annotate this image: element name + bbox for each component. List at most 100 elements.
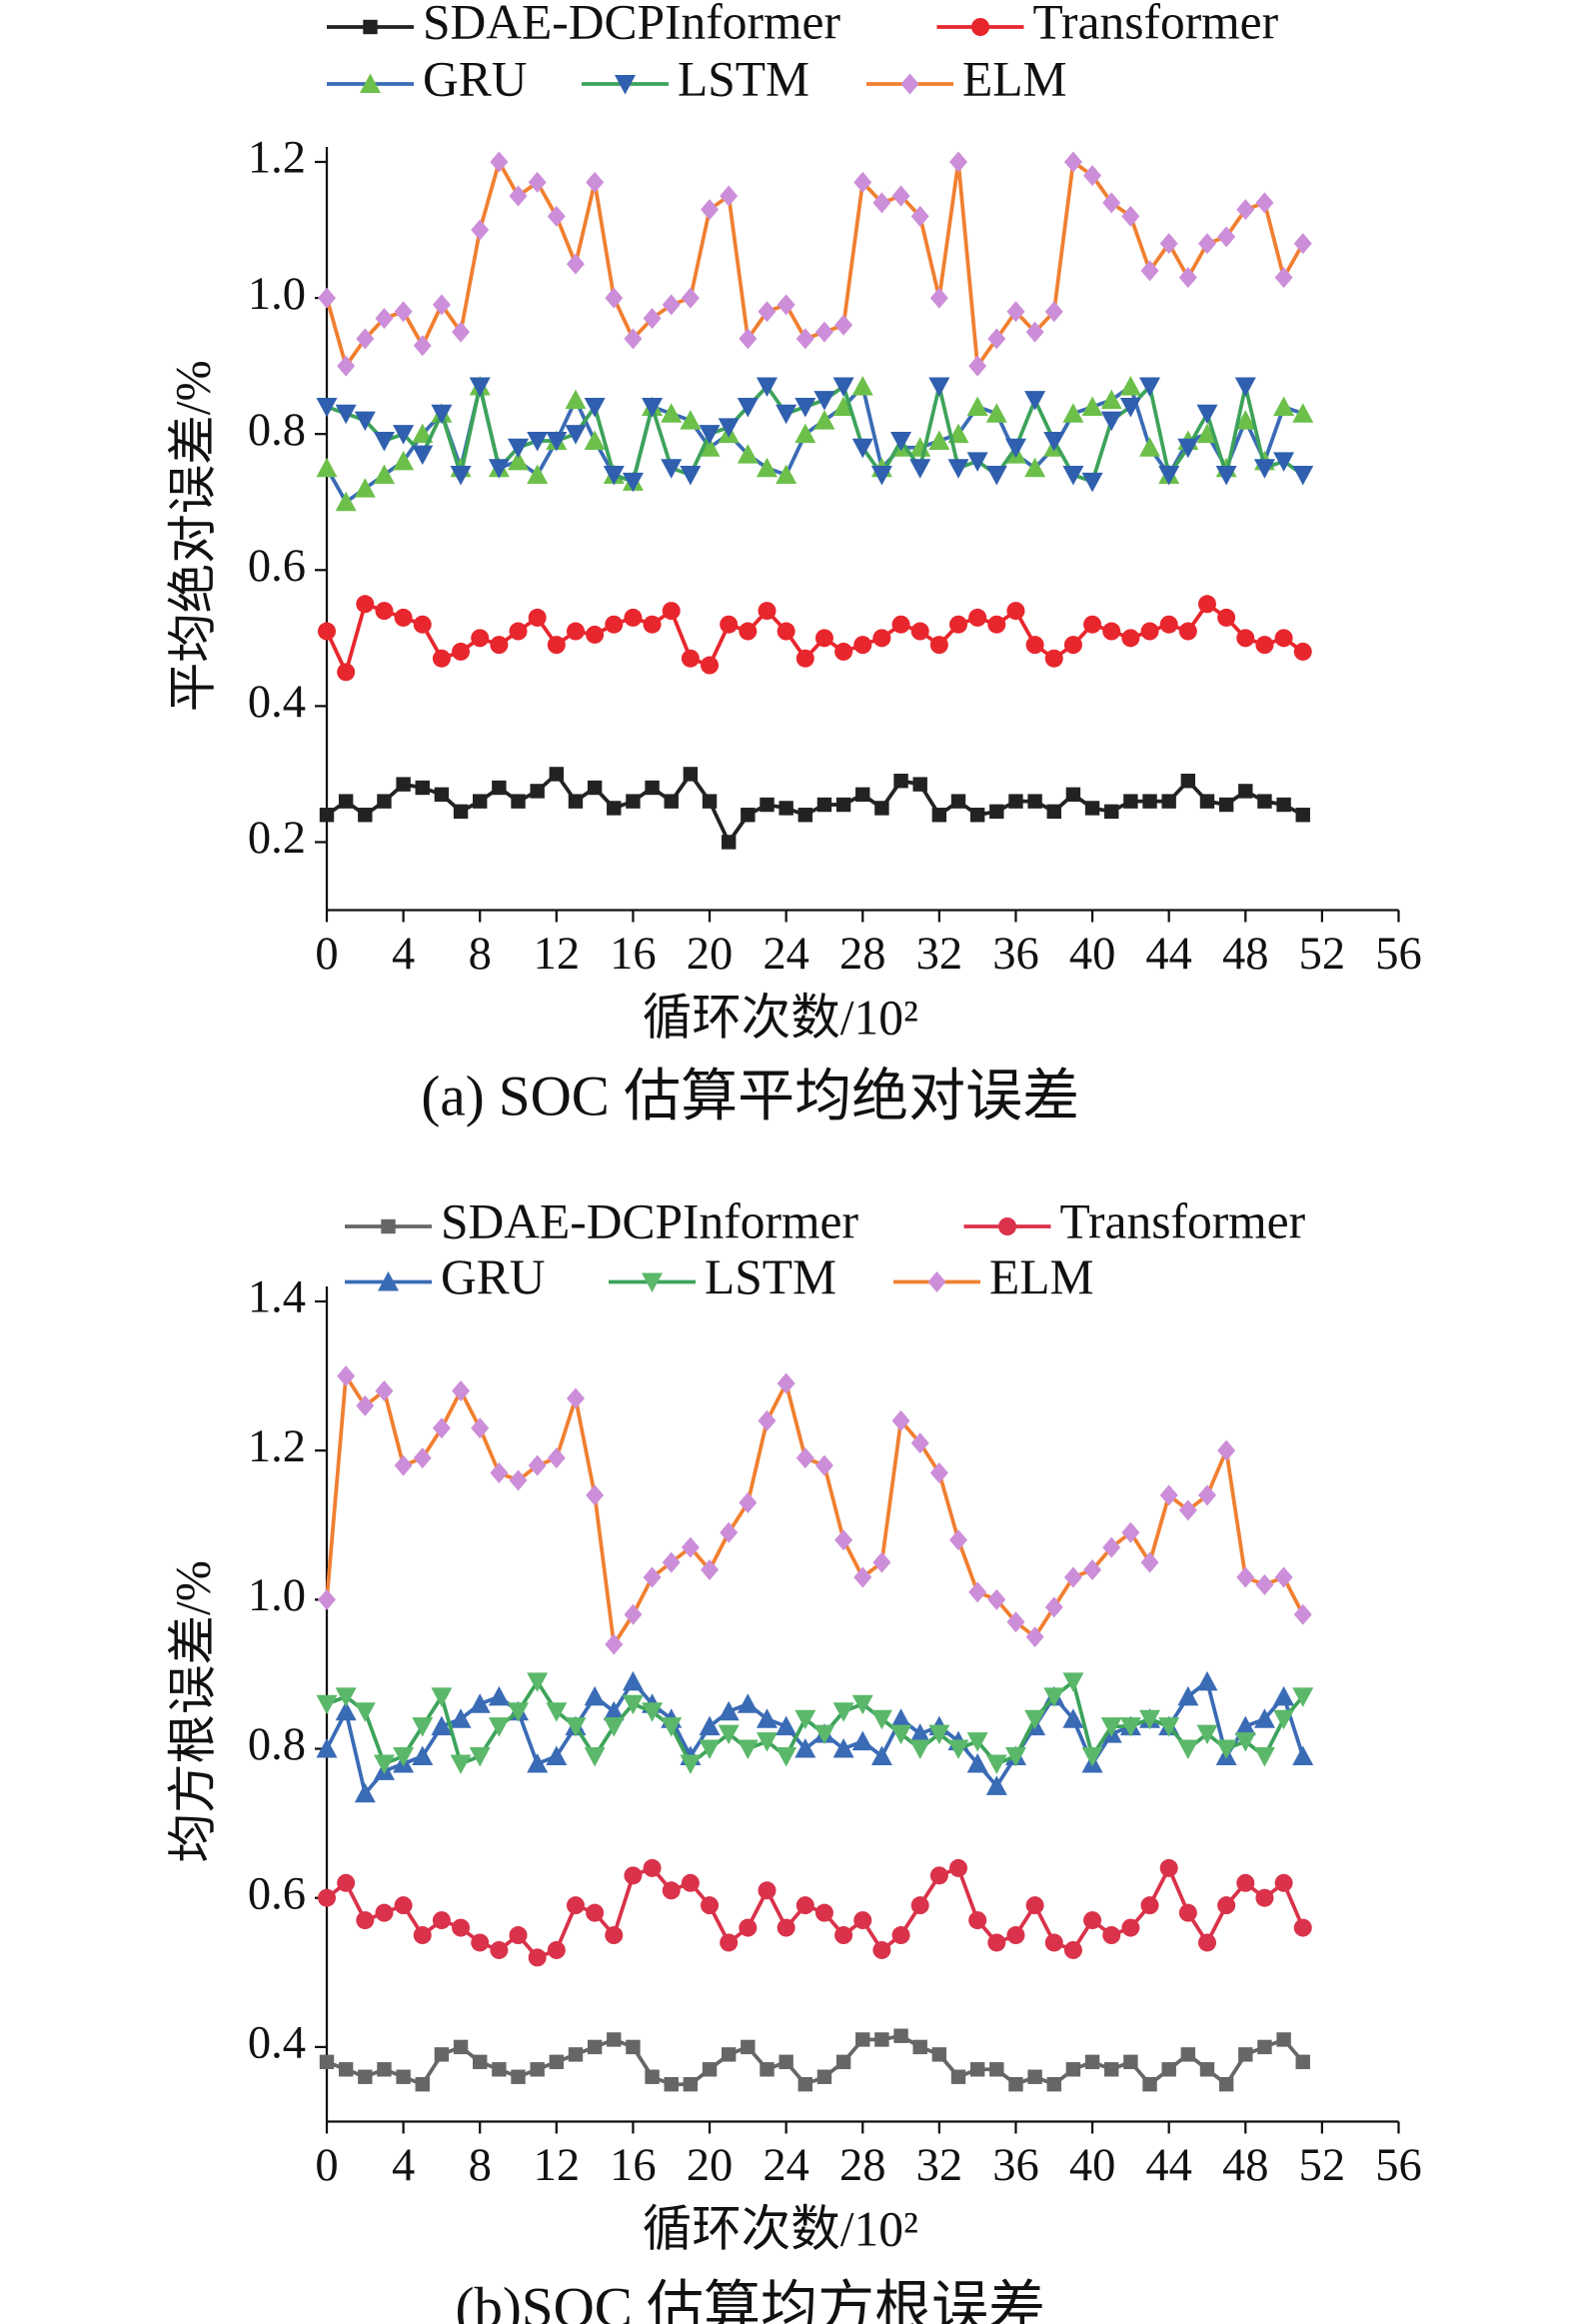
marker xyxy=(1161,2062,1176,2077)
marker xyxy=(758,602,777,621)
x-tick-label: 52 xyxy=(1299,929,1346,980)
marker xyxy=(779,2054,793,2070)
marker xyxy=(490,636,509,655)
marker xyxy=(947,459,969,479)
marker xyxy=(890,431,912,452)
marker xyxy=(853,1566,872,1588)
marker xyxy=(1218,797,1234,813)
x-tick-label: 40 xyxy=(1069,929,1116,980)
y-tick-label: 1.2 xyxy=(248,1421,306,1472)
marker xyxy=(874,801,889,816)
marker xyxy=(1121,1521,1140,1543)
marker xyxy=(1161,794,1176,809)
marker xyxy=(797,808,812,823)
marker xyxy=(643,1566,662,1588)
marker xyxy=(1024,1709,1046,1730)
marker xyxy=(931,2047,947,2062)
marker xyxy=(1217,1896,1236,1915)
marker xyxy=(318,622,336,641)
marker xyxy=(795,649,814,668)
marker xyxy=(335,491,357,512)
x-tick-label: 12 xyxy=(534,929,581,980)
marker xyxy=(643,308,662,330)
marker xyxy=(816,2069,832,2084)
marker xyxy=(356,1394,375,1416)
marker xyxy=(473,794,488,809)
marker xyxy=(872,192,891,214)
marker xyxy=(587,2039,603,2055)
marker xyxy=(1159,1484,1178,1506)
marker xyxy=(1274,1873,1293,1892)
marker xyxy=(508,450,530,471)
marker xyxy=(546,1702,568,1722)
marker xyxy=(985,466,1007,486)
marker xyxy=(490,1462,509,1484)
marker xyxy=(853,171,872,193)
marker xyxy=(739,622,758,641)
marker xyxy=(662,1551,681,1573)
marker xyxy=(912,2039,927,2055)
marker xyxy=(760,2062,775,2077)
marker xyxy=(1292,466,1314,486)
marker xyxy=(566,1896,585,1915)
marker xyxy=(1065,2062,1081,2077)
marker xyxy=(1255,1573,1274,1595)
marker xyxy=(1008,794,1023,809)
marker xyxy=(683,2077,699,2092)
marker xyxy=(527,464,549,485)
marker xyxy=(1119,397,1141,418)
x-tick-label: 4 xyxy=(392,929,415,980)
marker xyxy=(624,1866,643,1885)
marker xyxy=(872,1940,891,1959)
marker xyxy=(335,1700,357,1721)
marker xyxy=(319,2054,335,2070)
marker xyxy=(432,294,451,316)
marker xyxy=(373,1754,395,1774)
y-tick-label: 0.4 xyxy=(248,677,306,728)
marker xyxy=(756,1732,778,1752)
marker xyxy=(1063,636,1082,655)
marker xyxy=(1025,1896,1044,1915)
marker xyxy=(1025,1626,1044,1648)
marker xyxy=(1024,457,1046,478)
marker xyxy=(624,328,643,350)
marker xyxy=(950,2069,966,2084)
marker xyxy=(1119,1717,1141,1737)
marker xyxy=(1140,1551,1159,1573)
marker xyxy=(509,185,528,207)
marker xyxy=(776,1747,797,1767)
marker xyxy=(794,397,816,418)
marker xyxy=(432,1417,451,1439)
marker xyxy=(1238,784,1253,799)
marker xyxy=(1178,1499,1197,1521)
marker xyxy=(718,1700,740,1721)
marker xyxy=(1292,1687,1314,1707)
marker xyxy=(584,1685,606,1706)
marker xyxy=(1081,1747,1103,1767)
marker xyxy=(813,410,835,430)
marker xyxy=(605,1926,624,1945)
marker xyxy=(1062,1708,1084,1728)
y-tick-label: 0.8 xyxy=(248,405,306,456)
marker xyxy=(969,2062,985,2077)
marker xyxy=(1102,192,1121,214)
marker xyxy=(987,328,1006,350)
marker xyxy=(1197,595,1216,614)
marker xyxy=(1196,404,1218,425)
marker xyxy=(605,1633,624,1655)
marker xyxy=(968,355,987,377)
marker xyxy=(739,1918,758,1937)
x-tick-label: 8 xyxy=(469,929,492,980)
marker xyxy=(1063,151,1082,173)
marker xyxy=(1178,1903,1197,1922)
legend-label: LSTM xyxy=(705,1249,836,1304)
marker xyxy=(760,797,775,813)
x-tick-label: 52 xyxy=(1299,2140,1346,2191)
marker xyxy=(680,466,702,486)
marker xyxy=(777,1918,795,1937)
series-line xyxy=(325,601,1304,678)
marker xyxy=(987,615,1006,634)
marker xyxy=(431,1687,453,1707)
series-line xyxy=(325,157,1305,372)
